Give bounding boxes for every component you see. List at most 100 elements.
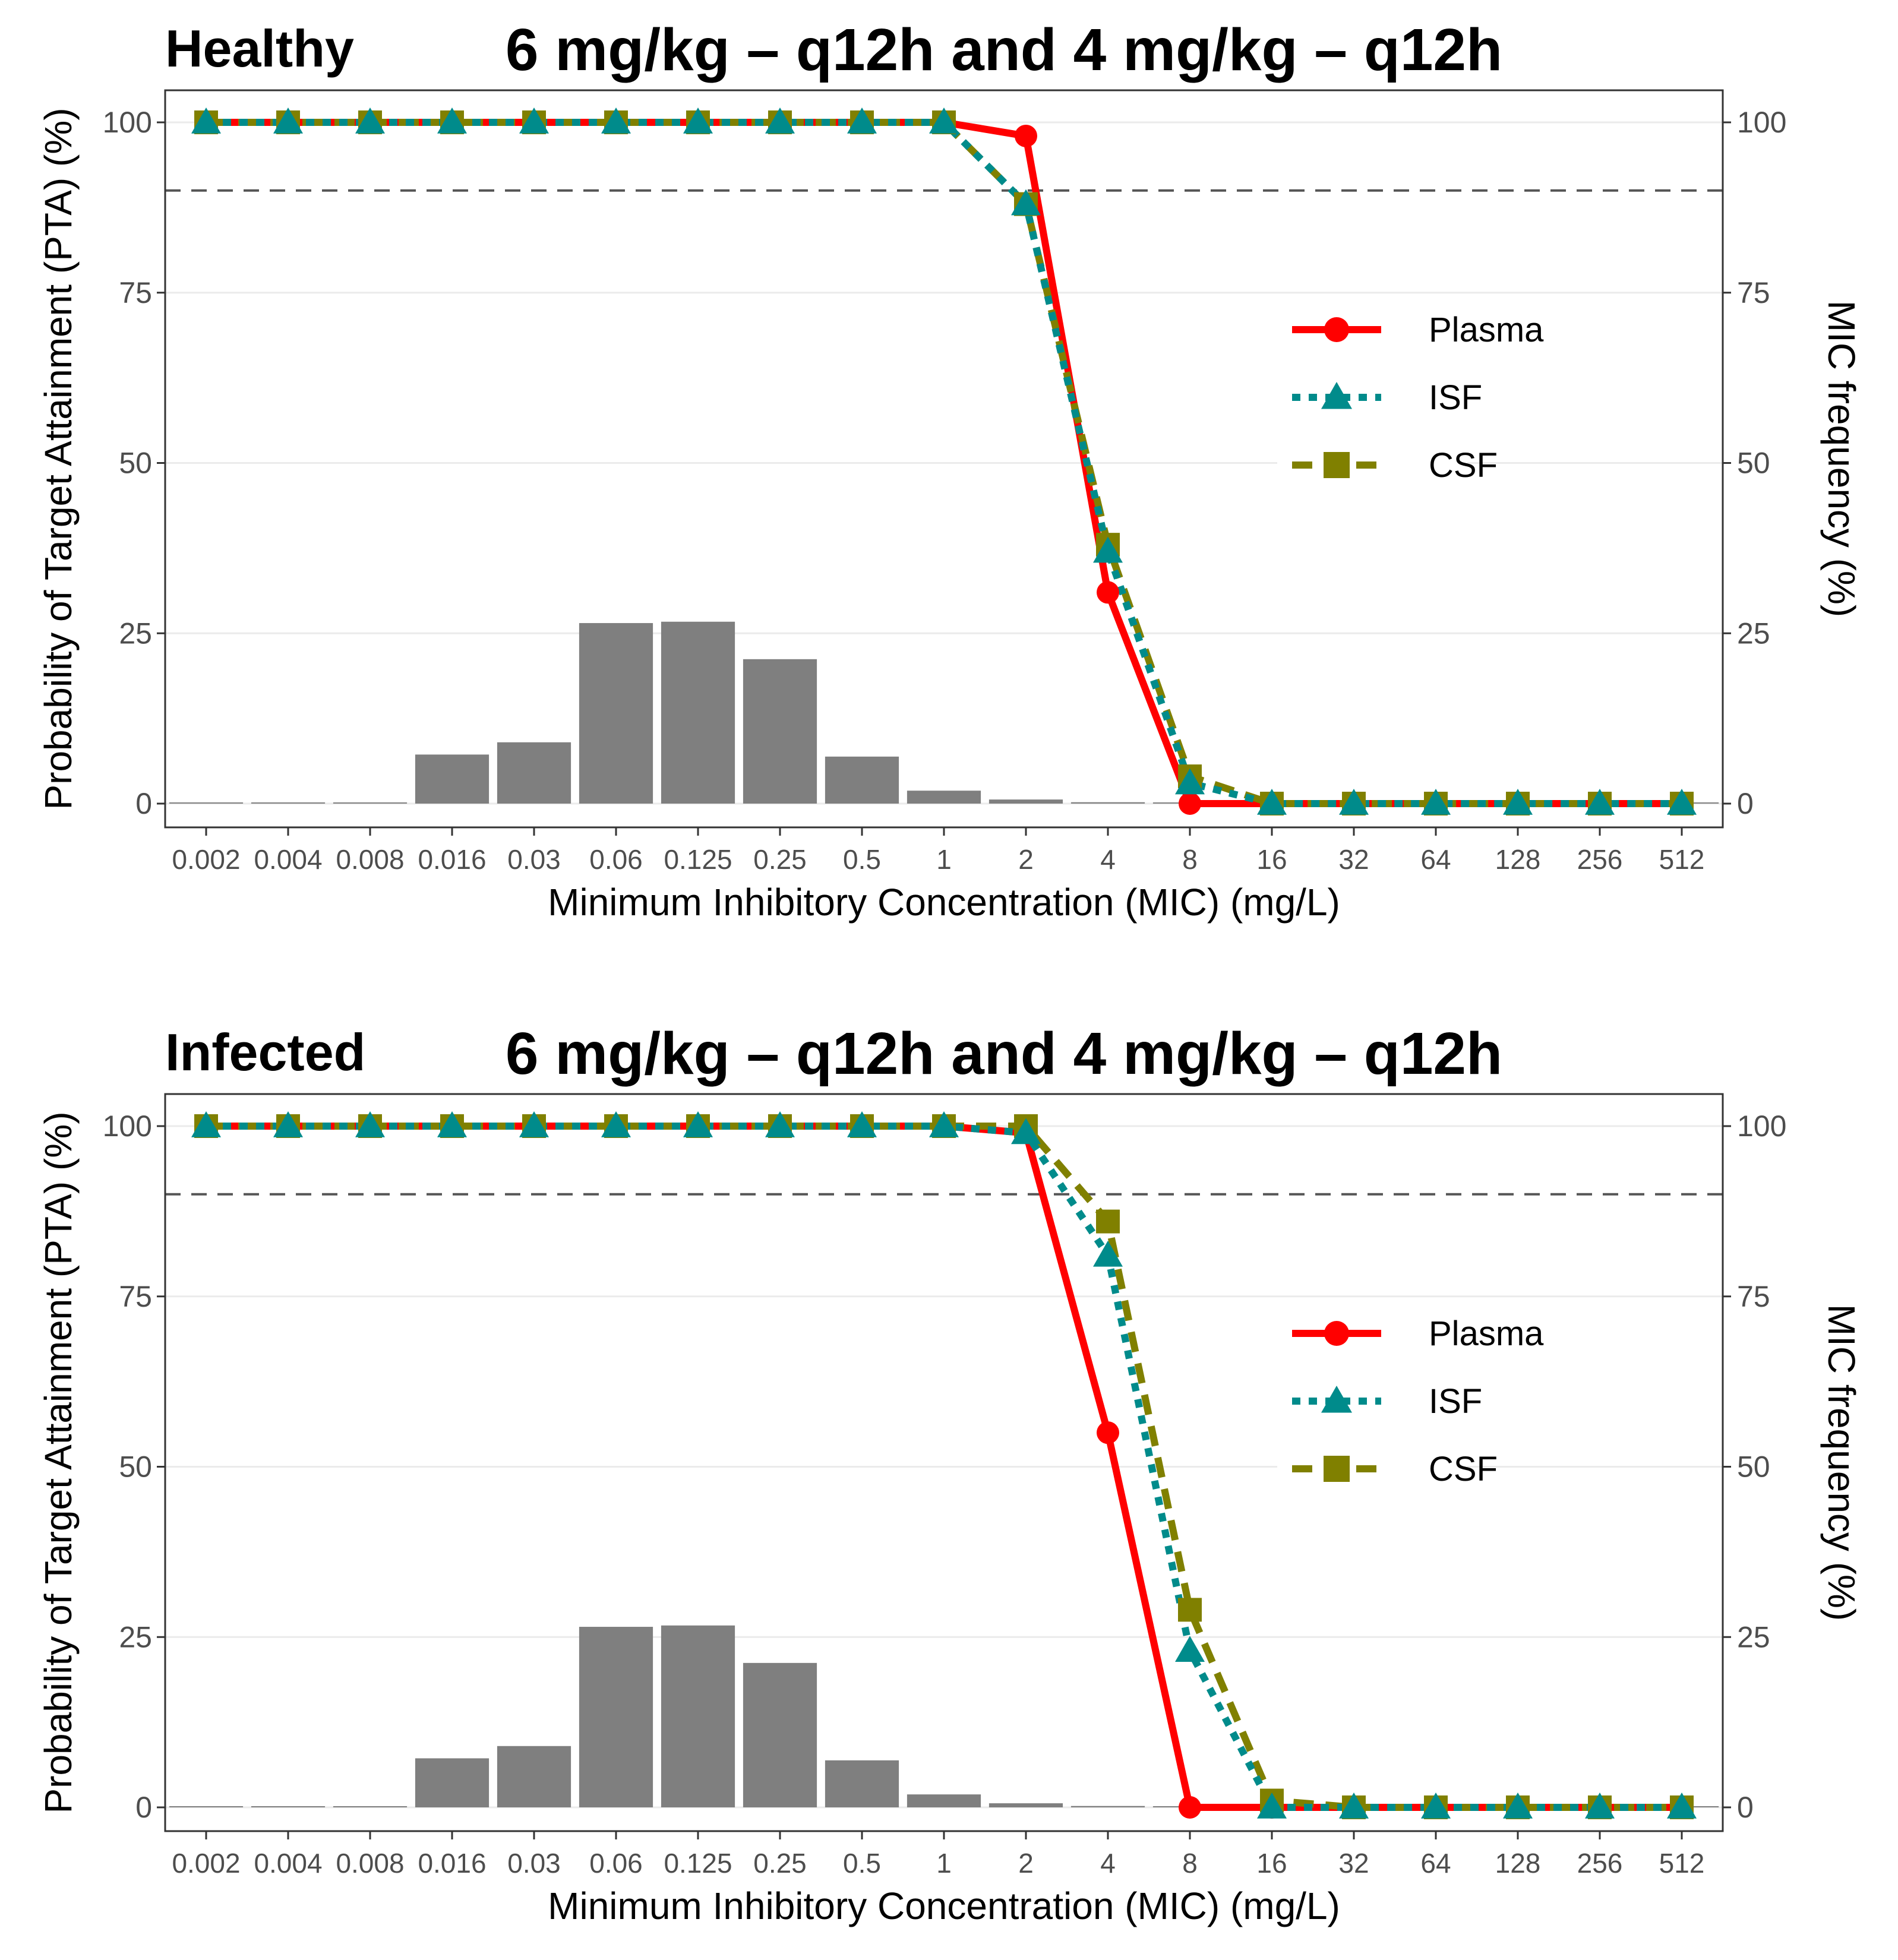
y-tick-label: 0 xyxy=(135,1791,152,1824)
legend-marker-plasma xyxy=(1324,317,1349,342)
x-tick-label: 0.016 xyxy=(418,844,486,875)
y2-axis-title: MIC frequency (%) xyxy=(1820,301,1863,617)
legend-label-isf: ISF xyxy=(1429,378,1482,417)
series-point-plasma xyxy=(1097,1421,1119,1444)
x-tick-label: 32 xyxy=(1338,1848,1369,1879)
series-point-isf xyxy=(1093,1240,1123,1267)
y2-tick-label: 100 xyxy=(1737,106,1786,139)
series-point-isf xyxy=(847,108,877,134)
legend: Plasma ISF CSF xyxy=(1277,1301,1544,1515)
y2-tick-label: 0 xyxy=(1737,1791,1754,1824)
bar xyxy=(907,791,981,804)
series-point-isf xyxy=(519,108,549,134)
bar xyxy=(415,754,489,804)
series-point-isf xyxy=(929,1111,959,1137)
series-point-isf xyxy=(437,108,467,134)
y-tick-label: 25 xyxy=(119,1620,152,1654)
x-tick-label: 0.004 xyxy=(254,1848,322,1879)
bar xyxy=(1070,1806,1145,1807)
x-tick-label: 256 xyxy=(1577,1848,1623,1879)
bar xyxy=(169,802,244,804)
group-label: Healthy xyxy=(165,19,354,78)
y-tick-label: 50 xyxy=(119,1450,152,1484)
bar xyxy=(333,802,408,804)
series-point-isf xyxy=(765,108,795,134)
x-tick-label: 1 xyxy=(936,844,952,875)
x-tick-label: 0.008 xyxy=(336,1848,404,1879)
bar xyxy=(743,1662,817,1807)
bar xyxy=(251,1806,326,1807)
series-point-isf xyxy=(1503,1793,1533,1819)
legend-marker-isf xyxy=(1321,382,1352,409)
series-point-isf xyxy=(519,1111,549,1137)
series-point-isf xyxy=(683,1111,713,1137)
legend-label-plasma: Plasma xyxy=(1429,1314,1544,1353)
x-tick-label: 0.06 xyxy=(589,844,643,875)
x-axis-title: Minimum Inhibitory Concentration (MIC) (… xyxy=(548,1885,1340,1927)
y2-tick-label: 100 xyxy=(1737,1109,1786,1143)
x-tick-label: 64 xyxy=(1420,844,1451,875)
legend-label-csf: CSF xyxy=(1429,1450,1498,1488)
y2-tick-label: 50 xyxy=(1737,1450,1770,1484)
series-point-isf xyxy=(1339,1793,1369,1819)
series-point-isf xyxy=(1667,1793,1697,1819)
y-tick-label: 75 xyxy=(119,276,152,309)
chart-title: 6 mg/kg – q12h and 4 mg/kg – q12h xyxy=(506,17,1502,83)
x-tick-label: 64 xyxy=(1420,1848,1451,1879)
x-tick-label: 0.06 xyxy=(589,1848,643,1879)
x-tick-label: 16 xyxy=(1256,1848,1287,1879)
series-point-isf xyxy=(683,108,713,134)
series-point-plasma xyxy=(1179,792,1201,815)
bar xyxy=(579,1627,653,1807)
series-point-isf xyxy=(1257,1793,1287,1819)
x-tick-label: 4 xyxy=(1100,844,1116,875)
legend-marker-isf xyxy=(1321,1386,1352,1413)
x-tick-label: 0.03 xyxy=(507,1848,561,1879)
bar xyxy=(989,1803,1063,1807)
x-axis-title: Minimum Inhibitory Concentration (MIC) (… xyxy=(548,881,1340,924)
x-tick-label: 2 xyxy=(1018,1848,1034,1879)
bar xyxy=(989,799,1063,804)
x-tick-label: 0.125 xyxy=(664,844,732,875)
y-axis-title: Probability of Target Attainment (PTA) (… xyxy=(37,1111,80,1813)
bar xyxy=(251,802,326,804)
legend-label-isf: ISF xyxy=(1429,1382,1482,1421)
x-tick-label: 32 xyxy=(1338,844,1369,875)
series-point-isf xyxy=(929,108,959,134)
x-tick-label: 0.002 xyxy=(172,1848,240,1879)
series-point-isf xyxy=(355,108,385,134)
x-tick-label: 0.002 xyxy=(172,844,240,875)
legend-marker-csf xyxy=(1324,452,1350,478)
series-point-isf xyxy=(437,1111,467,1137)
x-tick-label: 8 xyxy=(1182,1848,1198,1879)
bar xyxy=(825,756,899,804)
x-tick-label: 128 xyxy=(1495,844,1541,875)
x-tick-label: 512 xyxy=(1659,1848,1705,1879)
y-axis-title: Probability of Target Attainment (PTA) (… xyxy=(37,108,80,810)
x-tick-label: 16 xyxy=(1256,844,1287,875)
x-tick-label: 0.008 xyxy=(336,844,404,875)
y-tick-label: 50 xyxy=(119,447,152,480)
legend-label-csf: CSF xyxy=(1429,446,1498,485)
series-point-isf xyxy=(1257,789,1287,815)
bar xyxy=(169,1806,244,1807)
series-point-isf xyxy=(1175,768,1205,795)
series-point-plasma xyxy=(1015,124,1037,147)
series-point-plasma xyxy=(1097,581,1119,604)
series-point-plasma xyxy=(1179,1796,1201,1819)
bar xyxy=(661,621,735,804)
x-tick-label: 0.03 xyxy=(507,844,561,875)
series-point-isf xyxy=(1585,1793,1615,1819)
legend-marker-plasma xyxy=(1324,1321,1349,1346)
x-tick-label: 512 xyxy=(1659,844,1705,875)
bar xyxy=(579,623,653,804)
series-point-isf xyxy=(847,1111,877,1137)
y-tick-label: 25 xyxy=(119,617,152,650)
series-point-isf xyxy=(1339,789,1369,815)
y2-tick-label: 25 xyxy=(1737,617,1770,650)
x-tick-label: 0.5 xyxy=(843,844,881,875)
x-tick-label: 1 xyxy=(936,1848,952,1879)
series-point-isf xyxy=(273,1111,303,1137)
series-point-isf xyxy=(1093,536,1123,563)
